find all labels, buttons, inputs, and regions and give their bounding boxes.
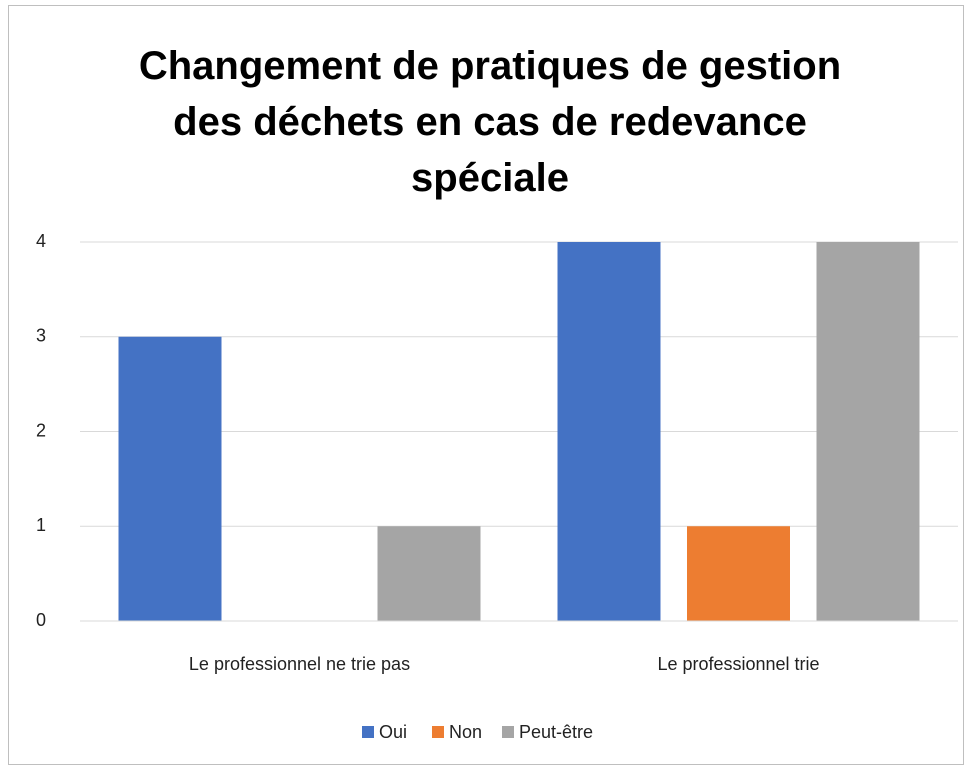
x-tick-label: Le professionnel trie [657, 654, 819, 674]
legend-swatch [432, 726, 444, 738]
bar [687, 526, 790, 621]
chart-title: Changement de pratiques de gestion des d… [138, 44, 842, 200]
legend-label: Peut-être [519, 722, 593, 742]
y-tick-label: 3 [36, 326, 46, 346]
legend-swatch [502, 726, 514, 738]
bar [816, 242, 920, 621]
y-tick-label: 1 [36, 515, 46, 535]
legend-label: Oui [379, 722, 407, 742]
y-tick-label: 0 [36, 610, 46, 630]
bar [118, 336, 222, 621]
y-tick-label: 4 [36, 231, 46, 251]
bar [557, 242, 661, 621]
legend-swatch [362, 726, 374, 738]
y-tick-label: 2 [36, 420, 46, 440]
x-tick-label: Le professionnel ne trie pas [189, 654, 410, 674]
bar [377, 526, 481, 621]
legend-label: Non [449, 722, 482, 742]
